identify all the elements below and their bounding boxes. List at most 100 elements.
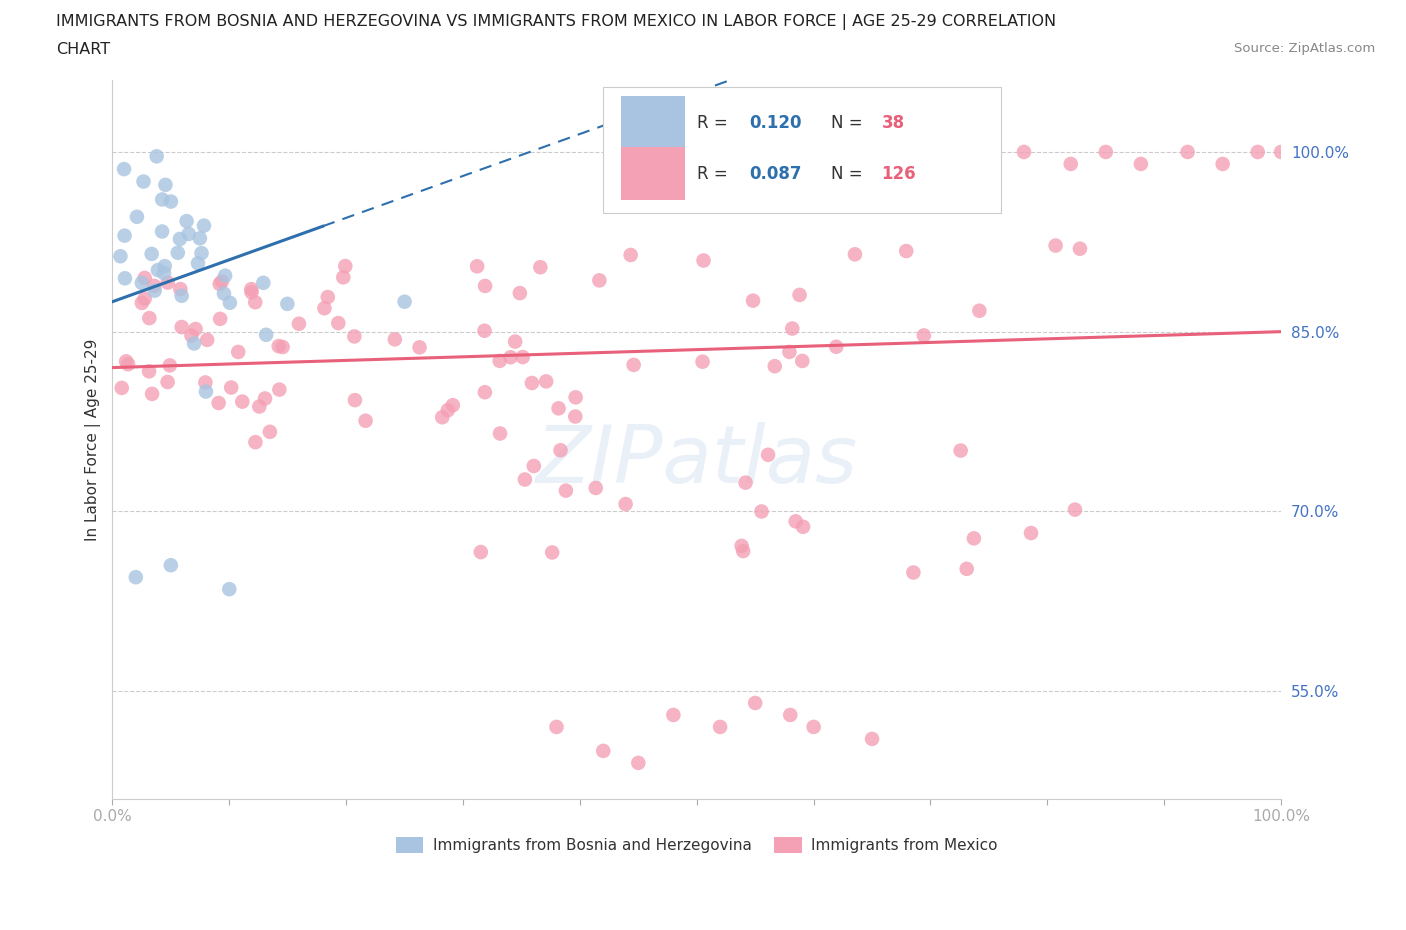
Point [541, 545, 564, 560]
Point [156, 275, 179, 290]
Point [432, 410, 454, 425]
Point [153, 266, 176, 281]
Point [489, 426, 512, 441]
Point [141, 387, 163, 402]
Point [620, 247, 643, 262]
Point [271, 339, 294, 354]
Point [437, 403, 460, 418]
Point [143, 283, 166, 298]
Point [949, 443, 972, 458]
Point [1069, 241, 1091, 256]
Point [623, 357, 645, 372]
Point [614, 497, 637, 512]
Point [335, 259, 357, 273]
Point [245, 434, 267, 449]
Point [554, 484, 576, 498]
Point [1019, 525, 1042, 540]
Point [977, 156, 1000, 171]
Point [110, 249, 132, 264]
Point [169, 232, 191, 246]
Point [226, 344, 249, 359]
Point [1064, 502, 1087, 517]
Point [343, 329, 366, 344]
Point [184, 322, 207, 337]
Point [155, 178, 177, 193]
Point [145, 149, 167, 164]
Point [592, 743, 614, 758]
Point [138, 311, 160, 325]
Point [789, 287, 811, 302]
Point [1177, 144, 1199, 159]
Point [193, 219, 215, 233]
Point [499, 350, 522, 365]
Point [709, 720, 731, 735]
Point [520, 376, 543, 391]
Legend: Immigrants from Bosnia and Herzegovina, Immigrants from Mexico: Immigrants from Bosnia and Herzegovina, … [389, 830, 1004, 859]
Point [343, 392, 366, 407]
Point [208, 276, 231, 291]
Point [188, 231, 211, 246]
Point [785, 514, 807, 529]
Point [212, 286, 235, 301]
Point [1060, 156, 1083, 171]
Point [231, 394, 253, 409]
Point [114, 271, 136, 286]
Point [214, 268, 236, 283]
Point [254, 327, 277, 342]
Text: Source: ZipAtlas.com: Source: ZipAtlas.com [1234, 42, 1375, 55]
FancyBboxPatch shape [603, 87, 1001, 213]
Point [529, 259, 551, 274]
Point [316, 289, 339, 304]
Point [963, 531, 986, 546]
Point [778, 344, 800, 359]
Point [218, 296, 240, 311]
Point [523, 458, 546, 473]
Text: ZIPatlas: ZIPatlas [536, 422, 858, 500]
Point [550, 443, 572, 458]
Point [751, 504, 773, 519]
Point [441, 398, 464, 413]
Point [125, 570, 148, 585]
Point [585, 481, 607, 496]
Point [259, 424, 281, 439]
Point [115, 354, 138, 369]
Point [860, 732, 883, 747]
Point [692, 354, 714, 369]
Point [465, 259, 488, 273]
Point [756, 447, 779, 462]
Point [160, 558, 183, 573]
Point [183, 336, 205, 351]
Point [208, 395, 231, 410]
Point [138, 364, 160, 379]
Point [252, 275, 274, 290]
Point [513, 472, 536, 487]
Point [170, 320, 193, 335]
Point [564, 390, 586, 405]
Point [1094, 144, 1116, 159]
Point [503, 334, 526, 349]
Point [134, 291, 156, 306]
Point [146, 262, 169, 277]
Point [474, 385, 496, 400]
Point [132, 174, 155, 189]
Point [156, 375, 179, 390]
Point [211, 274, 233, 289]
Point [942, 144, 965, 159]
Point [942, 144, 965, 159]
Point [354, 413, 377, 428]
Point [692, 253, 714, 268]
Point [1012, 144, 1035, 159]
Point [512, 350, 534, 365]
Point [169, 282, 191, 297]
Point [779, 708, 801, 723]
Point [328, 315, 350, 330]
Text: 0.087: 0.087 [749, 165, 801, 182]
Point [166, 246, 188, 260]
FancyBboxPatch shape [621, 147, 685, 201]
Point [194, 384, 217, 399]
Text: 38: 38 [882, 114, 904, 132]
Point [314, 300, 336, 315]
Point [733, 544, 755, 559]
Point [792, 353, 814, 368]
Point [150, 224, 173, 239]
